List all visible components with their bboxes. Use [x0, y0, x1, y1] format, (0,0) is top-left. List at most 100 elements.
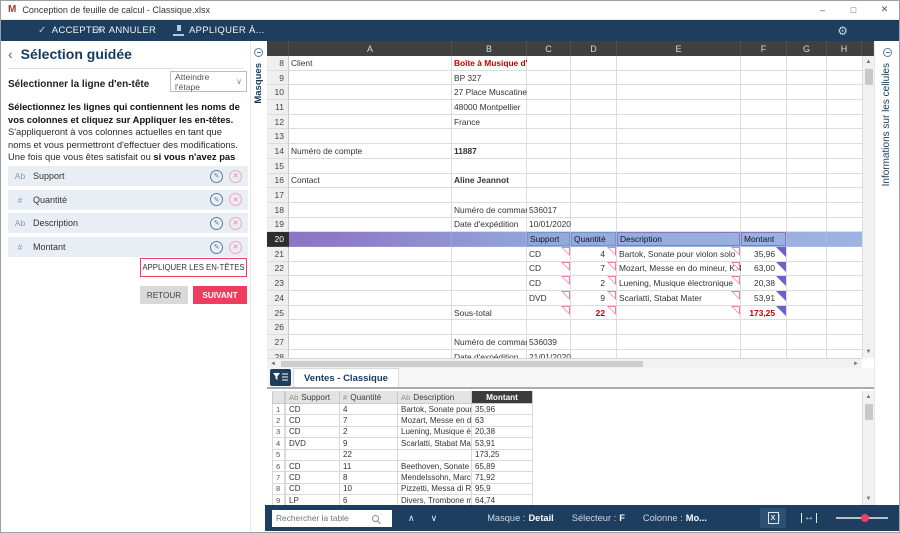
- edit-field-icon[interactable]: ✎: [210, 216, 223, 230]
- row-number[interactable]: 11: [267, 100, 289, 115]
- preview-cell-support[interactable]: DVD: [285, 438, 340, 450]
- cell-g[interactable]: [787, 217, 827, 233]
- cell-b[interactable]: Date d'expédition: [452, 349, 527, 358]
- cell-e[interactable]: [617, 320, 741, 336]
- column-header[interactable]: G: [787, 41, 827, 56]
- cell-a[interactable]: [289, 70, 452, 86]
- cell-c[interactable]: [527, 320, 571, 336]
- delete-field-icon[interactable]: ✕: [229, 240, 242, 254]
- cell-c[interactable]: CD: [527, 246, 571, 262]
- cell-b[interactable]: [452, 276, 527, 291]
- field-list-item[interactable]: # Montant ✎ ✕: [8, 237, 248, 258]
- tab-ventes-classique[interactable]: Ventes - Classique: [293, 368, 399, 387]
- row-number[interactable]: 9: [267, 70, 289, 86]
- cell-a[interactable]: [289, 129, 452, 145]
- cell-c[interactable]: [527, 114, 571, 130]
- cell-g[interactable]: [787, 85, 827, 101]
- cell-a[interactable]: [289, 291, 452, 306]
- preview-cell-description[interactable]: Mozart, Messe en do...: [398, 415, 472, 427]
- cell-a[interactable]: [289, 276, 452, 291]
- cell-c[interactable]: 10/01/2020: [527, 217, 571, 233]
- row-number[interactable]: 19: [267, 217, 289, 233]
- cell-g[interactable]: [787, 188, 827, 203]
- scrollbar-thumb[interactable]: [864, 69, 873, 85]
- cell-e[interactable]: [617, 100, 741, 115]
- row-number[interactable]: 20: [267, 232, 289, 247]
- cell-h[interactable]: [827, 291, 862, 306]
- cell-b[interactable]: Numéro de commande: [452, 202, 539, 218]
- cell-e[interactable]: [617, 173, 741, 189]
- preview-row[interactable]: 2 CD 7 Mozart, Messe en do... 63: [272, 415, 533, 427]
- cell-g[interactable]: [787, 56, 827, 71]
- column-header[interactable]: H: [827, 41, 862, 56]
- row-number[interactable]: 28: [267, 349, 289, 358]
- cell-f[interactable]: 35,96: [741, 246, 787, 262]
- cell-h[interactable]: [827, 173, 862, 189]
- cell-c[interactable]: 536017: [527, 202, 571, 218]
- cell-b[interactable]: [452, 129, 527, 145]
- maximize-button[interactable]: □: [850, 4, 857, 15]
- field-list-item[interactable]: # Quantité ✎ ✕: [8, 189, 248, 210]
- cell-b[interactable]: 27 Place Muscatine: [452, 85, 527, 101]
- preview-header-description[interactable]: Ab Description: [398, 391, 472, 404]
- cell-h[interactable]: [827, 202, 862, 218]
- cell-h[interactable]: [827, 232, 862, 247]
- cell-g[interactable]: [787, 276, 827, 291]
- cell-d[interactable]: [571, 85, 617, 101]
- search-input[interactable]: [276, 513, 372, 523]
- cell-g[interactable]: [787, 320, 827, 336]
- preview-row[interactable]: 5 22 173,25: [272, 449, 533, 461]
- preview-cell-support[interactable]: CD: [285, 472, 340, 484]
- cell-b[interactable]: [452, 261, 527, 277]
- cell-e[interactable]: Scarlatti, Stabat Mater: [617, 291, 741, 306]
- cell-f[interactable]: [741, 173, 787, 189]
- cell-f[interactable]: [741, 114, 787, 130]
- preview-cell-quantite[interactable]: 11: [340, 460, 398, 473]
- cell-a[interactable]: [289, 85, 452, 101]
- preview-cell-montant[interactable]: 95,9: [472, 483, 533, 496]
- cell-a[interactable]: [289, 114, 452, 130]
- preview-cell-support[interactable]: CD: [285, 404, 340, 416]
- cell-a[interactable]: [289, 320, 452, 336]
- cancel-button[interactable]: ✕ ANNULER: [95, 25, 157, 36]
- cell-c[interactable]: Support: [527, 232, 571, 247]
- cell-d[interactable]: [571, 173, 617, 189]
- cell-c[interactable]: CD: [527, 261, 571, 277]
- preview-row[interactable]: 8 CD 10 Pizzetti, Messa di Re... 95,9: [272, 483, 533, 496]
- cell-a[interactable]: [289, 335, 452, 350]
- preview-cell-support[interactable]: CD: [285, 483, 340, 496]
- preview-cell-description[interactable]: Scarlatti, Stabat Mater: [398, 438, 472, 450]
- cell-a[interactable]: [289, 305, 452, 321]
- cell-c[interactable]: [527, 305, 571, 321]
- field-list-item[interactable]: Ab Support ✎ ✕: [8, 166, 248, 186]
- cell-g[interactable]: [787, 144, 827, 159]
- cell-f[interactable]: 20,38: [741, 276, 787, 291]
- cell-c[interactable]: [527, 188, 571, 203]
- row-number[interactable]: 8: [267, 56, 289, 71]
- edit-field-icon[interactable]: ✎: [210, 169, 223, 183]
- preview-cell-support[interactable]: [285, 449, 340, 461]
- cell-a[interactable]: [289, 158, 452, 174]
- preview-cell-description[interactable]: Beethoven, Sonate P...: [398, 460, 472, 473]
- pin-icon[interactable]: [883, 48, 892, 57]
- column-header[interactable]: E: [617, 41, 741, 56]
- column-header[interactable]: A: [289, 41, 452, 56]
- cell-f[interactable]: [741, 129, 787, 145]
- preview-cell-support[interactable]: CD: [285, 460, 340, 473]
- next-button[interactable]: SUIVANT: [193, 286, 247, 304]
- cell-d[interactable]: [571, 202, 617, 218]
- cell-f[interactable]: 63,00: [741, 261, 787, 277]
- cell-f[interactable]: 53,91: [741, 291, 787, 306]
- cell-f[interactable]: [741, 202, 787, 218]
- cell-d[interactable]: [571, 70, 617, 86]
- cell-a[interactable]: [289, 261, 452, 277]
- row-number[interactable]: 15: [267, 158, 289, 174]
- column-header[interactable]: F: [741, 41, 787, 56]
- preview-row[interactable]: 7 CD 8 Mendelssohn, March... 71,92: [272, 472, 533, 484]
- cell-e[interactable]: [617, 85, 741, 101]
- cell-a[interactable]: [289, 100, 452, 115]
- cell-d[interactable]: 9: [571, 291, 617, 306]
- cell-a[interactable]: [289, 188, 452, 203]
- row-number[interactable]: 13: [267, 129, 289, 145]
- cell-e[interactable]: Bartok, Sonate pour violon solo: [617, 246, 741, 262]
